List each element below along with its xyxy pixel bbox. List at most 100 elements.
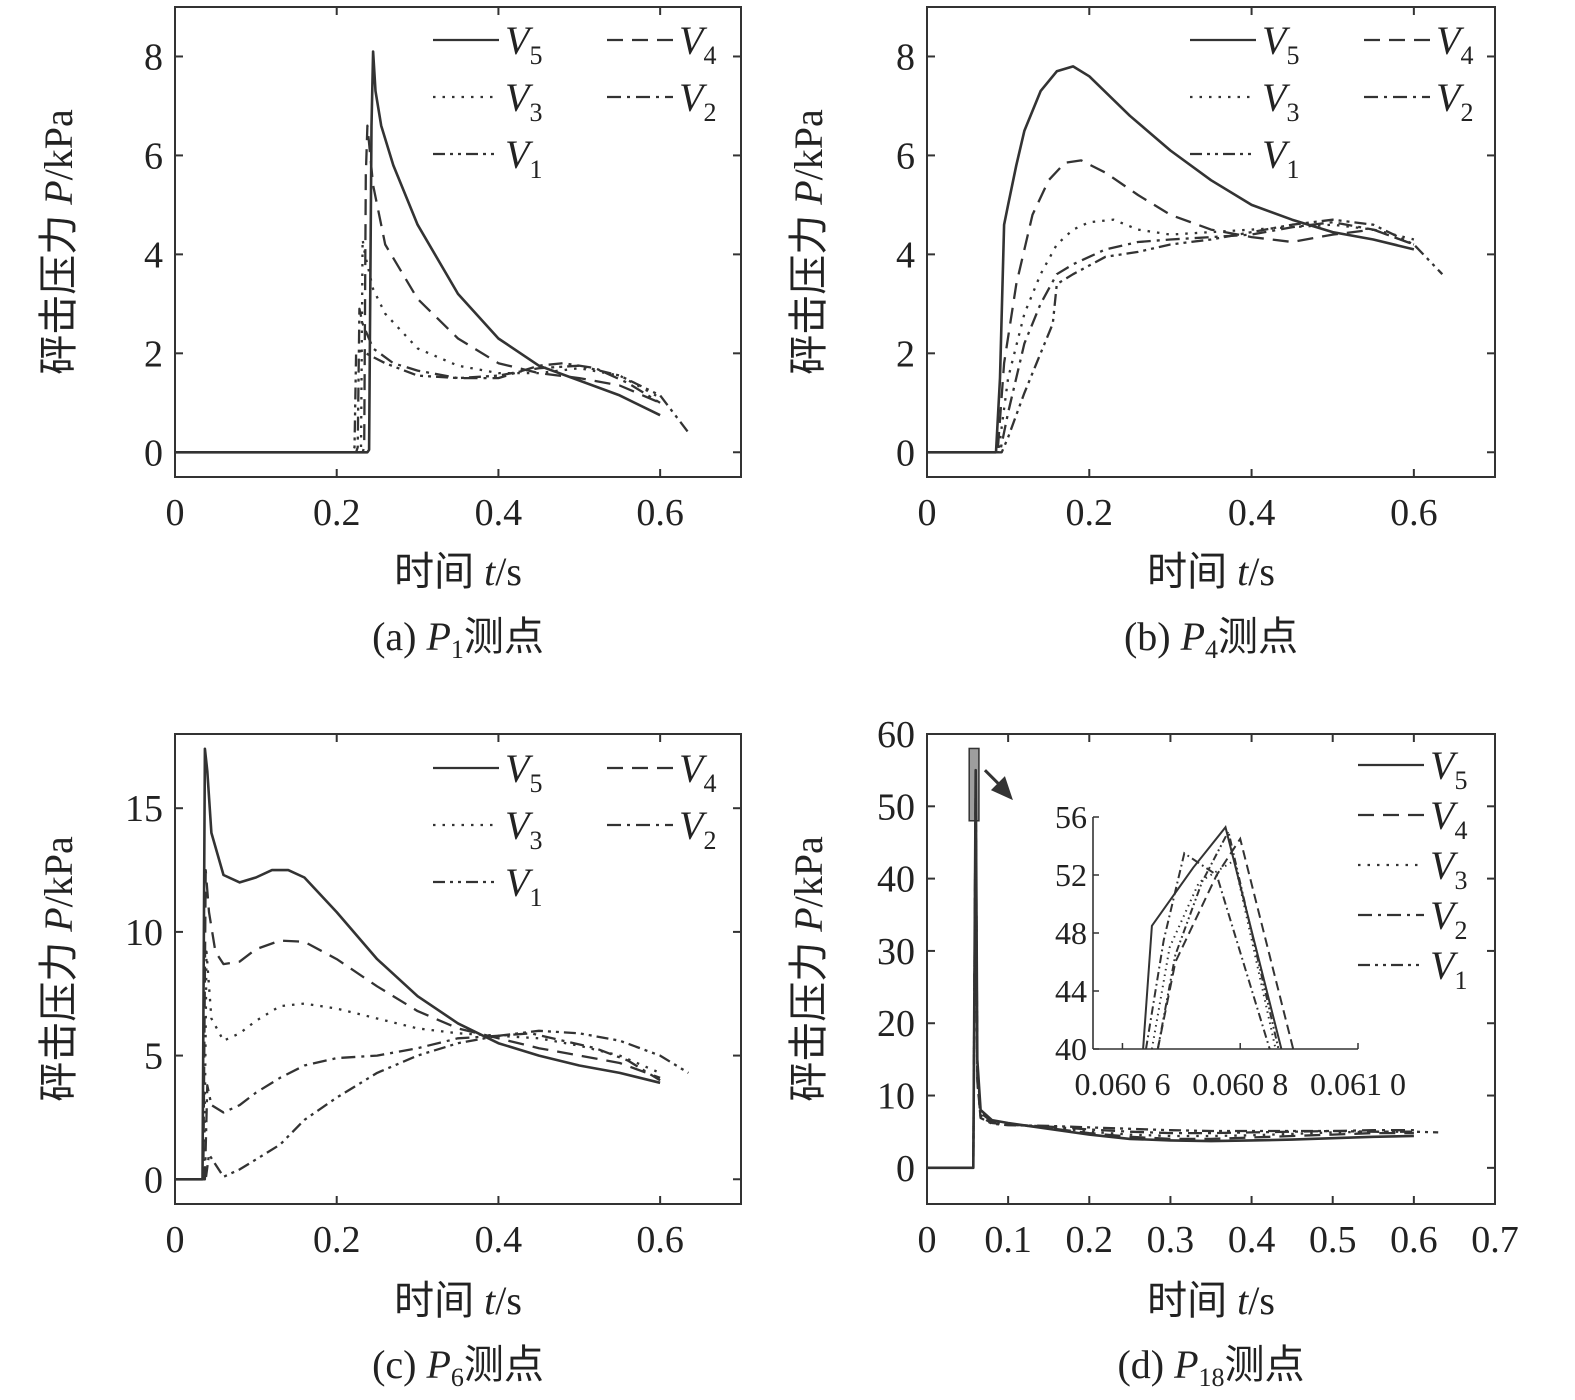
inset-y-tick-label: 44 (1055, 973, 1087, 1009)
legend-label: V1 (505, 860, 542, 912)
x-tick-label: 0.7 (1471, 1219, 1519, 1261)
y-tick-label: 0 (144, 1159, 163, 1201)
y-tick-label: 2 (896, 333, 915, 375)
series-line-v5 (175, 747, 661, 1181)
series-line-v5 (927, 65, 1415, 454)
y-tick-label: 0 (896, 432, 915, 474)
inset-series-line-v2 (1145, 851, 1271, 1049)
x-axis-label: 时间 t/s (1147, 1278, 1275, 1323)
legend-label: V4 (679, 746, 716, 798)
y-axis-label: 砰击压力 P/kPa (786, 836, 831, 1102)
legend-item-v2: V2 (1358, 893, 1467, 945)
x-axis-label: 时间 t/s (394, 549, 522, 594)
inset-y-tick-label: 48 (1055, 915, 1087, 951)
x-axis-label: 时间 t/s (394, 1278, 522, 1323)
inset-y-tick-label: 56 (1055, 799, 1087, 835)
series-line-v2 (175, 1032, 661, 1181)
y-axis-label: 砰击压力 P/kPa (36, 109, 81, 375)
legend-item-v3: V3 (433, 75, 542, 127)
panel-caption: (d) P18测点 (1117, 1342, 1304, 1392)
panel-caption: (b) P4测点 (1124, 614, 1298, 664)
legend-label: V2 (1436, 75, 1473, 127)
x-tick-label: 0.4 (1228, 1219, 1276, 1261)
x-tick-label: 0.4 (1228, 492, 1276, 534)
series-line-v2 (175, 307, 661, 454)
series-line-v4 (175, 124, 661, 454)
inset-y-tick-label: 52 (1055, 857, 1087, 893)
inset-y-tick-label: 40 (1055, 1031, 1087, 1067)
series-line-v3 (175, 238, 661, 454)
x-tick-label: 0.3 (1147, 1219, 1195, 1261)
x-tick-label: 0.5 (1309, 1219, 1357, 1261)
x-tick-label: 0.2 (313, 492, 361, 534)
series-line-v2 (927, 221, 1415, 454)
legend-label: V1 (1430, 943, 1467, 995)
series-line-v1 (927, 797, 1439, 1169)
y-tick-label: 6 (144, 135, 163, 177)
x-tick-label: 0 (166, 1219, 185, 1261)
legend-item-v2: V2 (607, 75, 716, 127)
legend-item-v2: V2 (607, 803, 716, 855)
y-tick-label: 10 (877, 1076, 915, 1118)
legend-label: V4 (1430, 793, 1467, 845)
y-tick-label: 8 (896, 36, 915, 78)
panel-caption: (a) P1测点 (372, 614, 544, 664)
series-line-v3 (175, 950, 661, 1181)
x-tick-label: 0.4 (475, 492, 523, 534)
y-tick-label: 6 (896, 135, 915, 177)
plot-frame (174, 733, 742, 1205)
legend-item-v5: V5 (433, 18, 542, 70)
x-tick-label: 0.6 (1390, 492, 1438, 534)
legend-label: V5 (1430, 743, 1467, 795)
legend-item-v4: V4 (607, 746, 716, 798)
legend-label: V1 (505, 132, 542, 184)
x-tick-label: 0.6 (636, 492, 684, 534)
plot-frame (926, 733, 1496, 1205)
inset-background (1093, 817, 1358, 1049)
legend-item-v4: V4 (607, 18, 716, 70)
y-tick-label: 4 (896, 234, 915, 276)
legend-item-v5: V5 (1190, 18, 1299, 70)
zoom-arrow-shaft (983, 769, 1000, 786)
series-line-v4 (175, 868, 661, 1181)
legend-label: V2 (1430, 893, 1467, 945)
legend-label: V5 (1262, 18, 1299, 70)
zoom-region-marker (968, 747, 980, 822)
x-tick-label: 0.2 (313, 1219, 361, 1261)
y-tick-label: 8 (144, 36, 163, 78)
series-line-v3 (927, 218, 1415, 454)
legend-label: V2 (679, 803, 716, 855)
y-tick-label: 30 (877, 931, 915, 973)
y-tick-label: 5 (144, 1036, 163, 1078)
plot-frame (926, 6, 1496, 478)
y-tick-label: 0 (144, 432, 163, 474)
y-tick-label: 10 (125, 912, 163, 954)
legend-label: V1 (1262, 132, 1299, 184)
x-tick-label: 0 (918, 1219, 937, 1261)
legend-item-v5: V5 (433, 746, 542, 798)
x-tick-label: 0.1 (984, 1219, 1032, 1261)
panel-a: 0 0.2 0.4 0.6 0 2 4 6 8 V5 V4 V3 V2 V1 时间 t/s 砰击压力 P/kP… (36, 6, 742, 664)
legend-label: V3 (1430, 843, 1467, 895)
zoom-arrow-head (990, 776, 1013, 801)
series-line-v5 (175, 50, 661, 454)
panel-c: 0 0.2 0.4 0.6 0 5 10 15 V5 V4 V3 V2 V1 时间 t/s 砰击压力 P/k… (36, 733, 742, 1392)
legend-item-v1: V1 (1190, 132, 1299, 184)
series-line-v1 (927, 218, 1444, 454)
legend-label: V4 (1436, 18, 1473, 70)
inset-x-tick-label: 0.061 0 (1310, 1066, 1406, 1102)
x-tick-label: 0.2 (1066, 492, 1114, 534)
legend-item-v2: V2 (1364, 75, 1473, 127)
x-tick-label: 0.2 (1066, 1219, 1114, 1261)
y-tick-label: 15 (125, 788, 163, 830)
y-tick-label: 2 (144, 333, 163, 375)
panel-b: 0 0.2 0.4 0.6 0 2 4 6 8 V5 V4 V3 V2 V1 时间 t/s 砰击压力 P/kP… (786, 6, 1496, 664)
legend-label: V2 (679, 75, 716, 127)
y-tick-label: 0 (896, 1148, 915, 1190)
x-tick-label: 0.6 (1390, 1219, 1438, 1261)
legend-item-v3: V3 (1190, 75, 1299, 127)
series-line-v4 (927, 159, 1415, 454)
legend-label: V4 (679, 18, 716, 70)
panel-d: 0 0.1 0.2 0.3 0.4 0.5 0.6 0.70102030405060V5V4V… (786, 714, 1519, 1392)
